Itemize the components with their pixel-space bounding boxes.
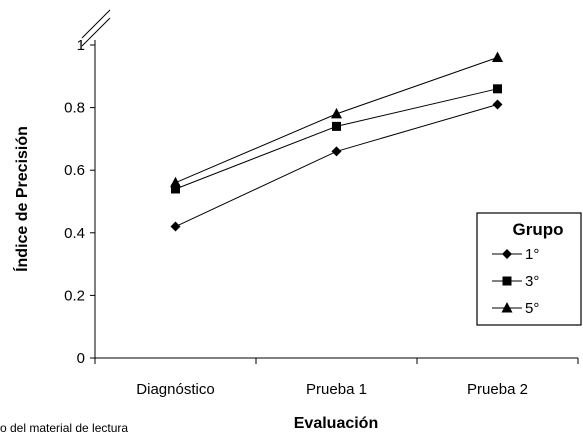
x-tick-label: Diagnóstico	[136, 381, 214, 398]
legend-label: 1°	[525, 246, 539, 263]
legend-item: 5°	[492, 300, 539, 317]
y-ticks: 0 0.2 0.4 0.6 0.8 1	[64, 37, 95, 367]
series-2	[171, 84, 502, 194]
series-line	[175, 88, 498, 190]
data-point	[492, 51, 503, 63]
legend-marker	[501, 302, 513, 313]
series-3	[170, 51, 503, 188]
data-point	[331, 146, 342, 157]
data-point	[170, 176, 181, 188]
y-tick-label: 0.2	[64, 287, 85, 304]
y-tick-label: 0.8	[64, 100, 85, 117]
y-tick-label: 0	[77, 350, 85, 367]
data-point	[170, 221, 181, 232]
x-tick-label: Prueba 1	[306, 381, 367, 398]
x-axis-title: Evaluación	[294, 415, 378, 432]
legend-items: 1° 3° 5°	[492, 246, 539, 317]
series-line	[175, 57, 498, 184]
legend-title: Grupo	[513, 220, 564, 239]
y-tick-label: 0.4	[64, 225, 85, 242]
data-point	[493, 84, 502, 94]
legend-box	[476, 212, 582, 326]
y-axis-title: Índice de Precisión	[12, 126, 31, 272]
footnote: o del material de lectura	[0, 421, 128, 434]
data-point	[332, 121, 341, 131]
series-layer	[170, 51, 503, 232]
legend-label: 5°	[525, 300, 539, 317]
legend-marker	[502, 276, 512, 286]
chart-axes	[81, 9, 578, 359]
data-point	[171, 184, 180, 194]
x-ticks: Diagnóstico Prueba 1 Prueba 2	[94, 358, 579, 398]
legend-item: 3°	[492, 273, 539, 290]
data-point	[492, 99, 503, 110]
axis-break-mark	[81, 9, 111, 47]
legend-label: 3°	[525, 273, 539, 290]
y-tick-label: 1	[77, 37, 85, 54]
y-tick-label: 0.6	[64, 162, 85, 179]
legend-marker	[502, 249, 512, 259]
legend-item: 1°	[492, 246, 539, 263]
data-point	[331, 107, 342, 119]
legend: Grupo 1° 3° 5°	[476, 212, 582, 326]
x-tick-label: Prueba 2	[467, 381, 528, 398]
series-1	[170, 99, 503, 232]
